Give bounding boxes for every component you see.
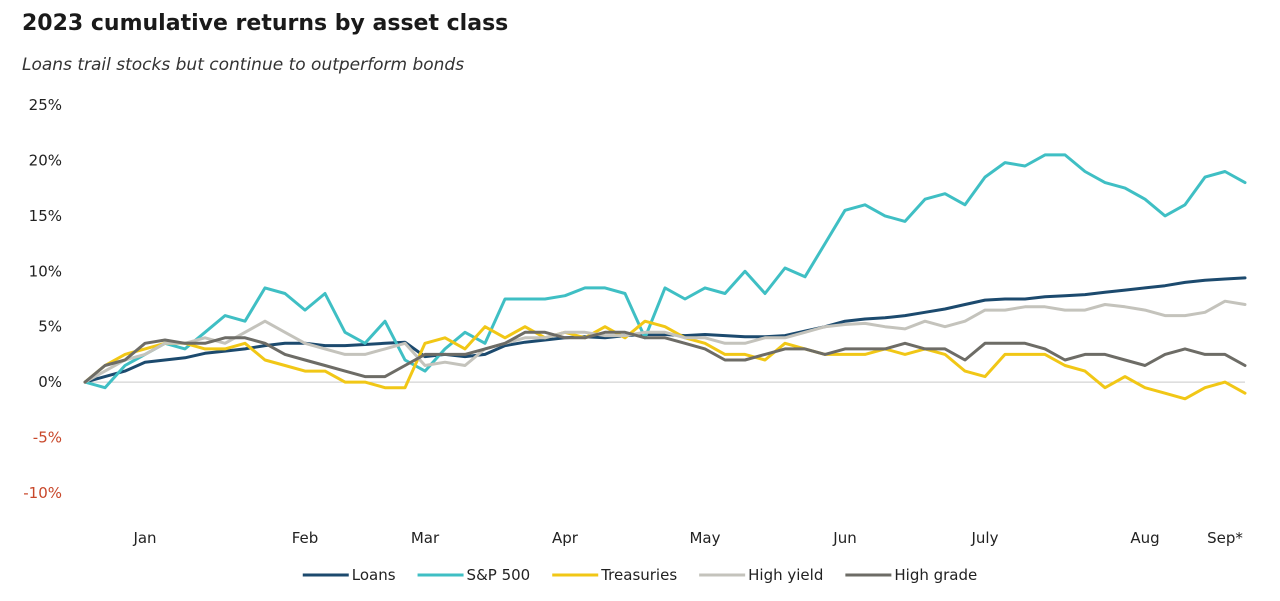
y-tick-label: -5%: [33, 429, 62, 447]
series-line: [83, 319, 1247, 401]
y-tick-label: 5%: [38, 318, 62, 336]
legend-label: S&P 500: [467, 566, 531, 584]
x-tick-label: Jan: [132, 529, 156, 547]
y-tick-label: 15%: [29, 207, 62, 225]
y-tick-label: 20%: [29, 151, 62, 169]
legend-label: Loans: [352, 566, 396, 584]
legend-label: Treasuries: [600, 566, 677, 584]
y-tick-label: -10%: [23, 484, 62, 502]
x-tick-label: July: [971, 529, 999, 547]
y-tick-label: 25%: [29, 96, 62, 114]
legend-label: High grade: [894, 566, 977, 584]
legend: Loans S&P 500 Treasuries High yield High gra…: [302, 566, 977, 584]
x-tick-label: Sep*: [1207, 529, 1243, 547]
y-tick-label: 0%: [38, 373, 62, 391]
x-tick-label: Feb: [292, 529, 319, 547]
x-tick-label: May: [689, 529, 720, 547]
x-tick-label: Jun: [832, 529, 856, 547]
x-tick-label: Aug: [1130, 529, 1159, 547]
x-tick-label: Apr: [552, 529, 579, 547]
series-line: [83, 330, 1247, 384]
chart-title: 2023 cumulative returns by asset class: [22, 11, 508, 36]
series-line: [83, 276, 1247, 384]
x-tick-label: Mar: [411, 529, 440, 547]
series-line: [83, 299, 1247, 384]
series-line: [83, 153, 1247, 390]
chart-subtitle: Loans trail stocks but continue to outpe…: [22, 55, 464, 75]
legend-label: High yield: [748, 566, 823, 584]
y-tick-label: 10%: [29, 262, 62, 280]
